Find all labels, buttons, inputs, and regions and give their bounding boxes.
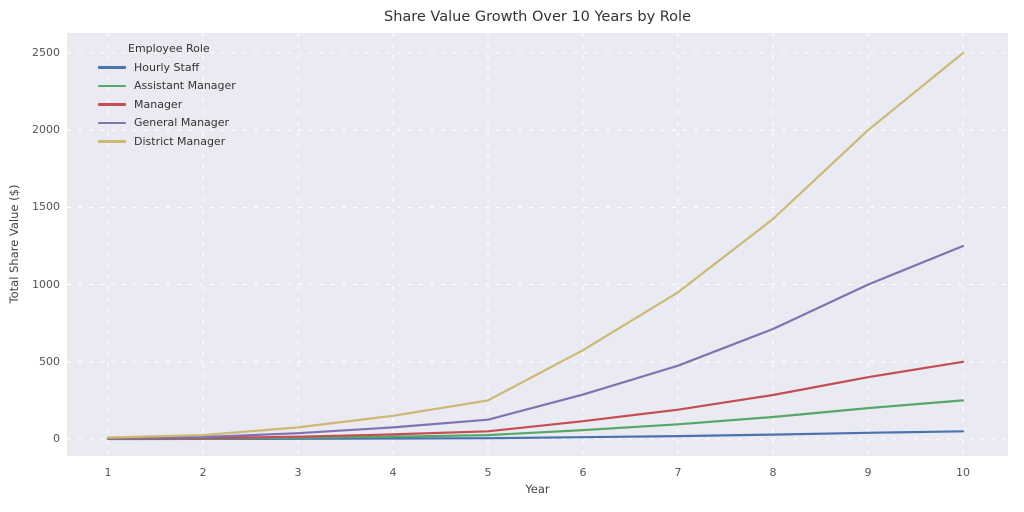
line-district-manager (106, 51, 965, 439)
y-tick-label: 500 (39, 354, 60, 368)
legend-swatch-icon (98, 84, 126, 87)
line-general-manager (106, 244, 965, 440)
x-axis-label: Year (525, 482, 550, 496)
legend: Employee Role Hourly Staff Assistant Mana… (90, 38, 244, 155)
legend-items: Hourly Staff Assistant Manager Manager Gene… (98, 58, 236, 151)
x-tick-label: 4 (389, 466, 397, 479)
gridlines (67, 33, 1008, 456)
x-tick-label: 3 (294, 466, 302, 479)
x-tick-label: 8 (769, 466, 777, 479)
line-manager (106, 360, 965, 440)
legend-swatch-icon (98, 140, 126, 143)
legend-entry-general-manager: General Manager (98, 114, 236, 133)
legend-label: Assistant Manager (134, 79, 236, 93)
legend-title: Employee Role (128, 42, 210, 55)
x-tick-label: 7 (674, 466, 682, 479)
plot-area: Employee Role Hourly Staff Assistant Mana… (67, 33, 1008, 456)
legend-swatch-icon (98, 121, 126, 124)
x-tick-label: 9 (864, 466, 872, 479)
legend-label: General Manager (134, 116, 230, 130)
legend-entry-district-manager: District Manager (98, 132, 236, 151)
y-tick-label: 2000 (32, 123, 60, 137)
legend-entry-assistant-manager: Assistant Manager (98, 77, 236, 96)
plot-canvas (67, 33, 1008, 456)
x-tick-label: 1 (104, 466, 112, 479)
y-tick-label: 0 (53, 432, 60, 445)
legend-entry-manager: Manager (98, 95, 236, 114)
x-tick-label: 6 (579, 466, 587, 479)
x-tick-label: 10 (956, 466, 970, 479)
x-tick-label: 2 (199, 466, 207, 479)
legend-swatch-icon (98, 66, 126, 69)
legend-swatch-icon (98, 103, 126, 106)
chart-title: Share Value Growth Over 10 Years by Role (383, 9, 692, 25)
y-axis-label: Total Share Value ($) (7, 184, 21, 304)
y-tick-label: 1500 (32, 200, 60, 214)
legend-label: Hourly Staff (134, 60, 200, 74)
legend-label: District Manager (134, 134, 226, 148)
x-tick-label: 5 (484, 466, 492, 479)
legend-entry-hourly-staff: Hourly Staff (98, 58, 236, 77)
y-tick-label: 2500 (32, 46, 60, 59)
y-tick-label: 1000 (32, 277, 60, 291)
legend-label: Manager (134, 97, 183, 111)
